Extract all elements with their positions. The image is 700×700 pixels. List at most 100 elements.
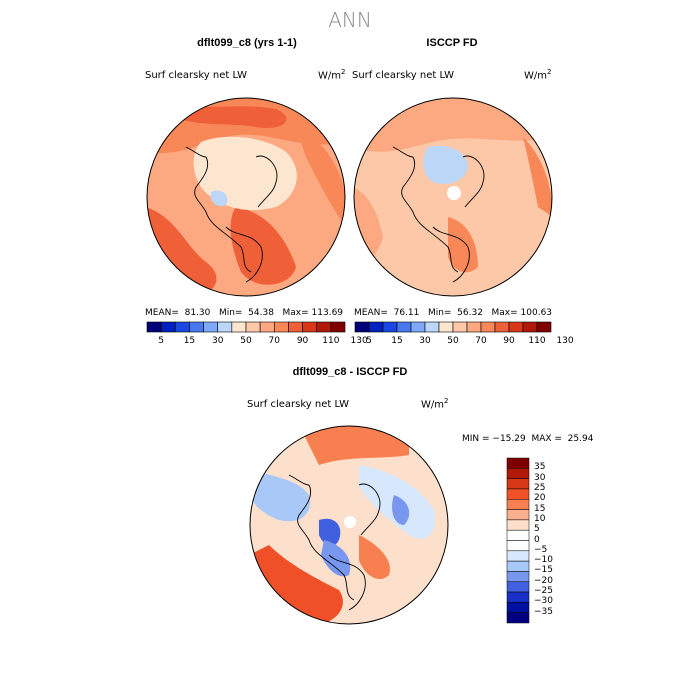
panel1-colorbar-swatch <box>302 321 318 333</box>
panel1-title: dflt099_c8 (yrs 1-1) <box>197 37 297 49</box>
diff-colorbar-label: −35 <box>534 606 553 617</box>
panel1-colorbar-swatch <box>245 321 261 333</box>
panel2-colorbar-swatch <box>452 321 468 333</box>
diff-colorbar-swatch <box>506 488 530 500</box>
diff-colorbar-swatch <box>506 468 530 479</box>
panel2-colorbar-label: 130 <box>556 336 574 346</box>
panel2-colorbar <box>354 321 552 333</box>
panel1-field-band <box>176 102 287 128</box>
diff-colorbar-swatch <box>506 571 530 582</box>
diff-coastlines <box>288 474 381 611</box>
diff-field-band <box>392 495 410 525</box>
panel1-colorbar-swatch <box>217 321 233 333</box>
panel1-colorbar-swatch <box>203 321 219 333</box>
diff-colorbar-swatch <box>506 499 530 510</box>
panel2-colorbar-swatch <box>410 321 426 333</box>
panel2-units-label: W/m2 <box>524 68 552 82</box>
diff-colorbar-swatch <box>506 457 530 469</box>
panel1-colorbar-swatch <box>174 321 190 333</box>
diff-field-band <box>359 535 390 580</box>
panel2-colorbar-swatch <box>368 321 384 333</box>
panel1-colorbar-swatch <box>288 321 303 333</box>
diff-colorbar-label: −20 <box>534 575 553 586</box>
diff-colorbar-swatch <box>506 612 530 624</box>
panel1-coastlines <box>185 146 278 283</box>
panel1-field-band <box>230 207 296 285</box>
diff-stats: MIN = −15.29 MAX = 25.94 <box>462 434 594 444</box>
main-title: ANN <box>328 8 372 32</box>
panel2-colorbar-label: 30 <box>419 336 431 346</box>
panel2-map-border <box>353 97 553 297</box>
diff-colorbar-swatch <box>506 581 530 593</box>
panel2-colorbar-swatch <box>396 321 412 333</box>
panel1-field-band <box>210 190 228 207</box>
panel1-stats: MEAN= 81.30 Min= 54.38 Max= 113.69 <box>145 308 344 318</box>
diff-colorbar-label: −30 <box>534 596 553 607</box>
diff-colorbar-label: 25 <box>534 482 546 493</box>
panel1-colorbar-swatch <box>259 321 275 333</box>
panel2-colorbar-swatch <box>522 321 538 333</box>
panel1-variable-label: Surf clearsky net LW <box>145 70 248 81</box>
panel2-colorbar-label: 90 <box>503 336 515 346</box>
panel1-field-band <box>296 127 345 227</box>
panel2-colorbar-swatch <box>466 321 482 333</box>
panel2-colorbar-labels: 5 15 30 50 70 90 110 130 <box>355 336 573 348</box>
panel2-coastlines <box>392 146 485 283</box>
diff-colorbar-swatch <box>506 540 530 552</box>
diff-colorbar-labels: 35 30 25 20 15 10 5 0 −5 −10 −15 −20 −25 −30 −35 <box>534 458 574 623</box>
panel1-colorbar-swatch <box>189 321 204 333</box>
panel1-colorbar-label: 90 <box>296 336 309 346</box>
diff-colorbar-label: 35 <box>534 462 546 473</box>
diff-polar-map <box>249 425 449 625</box>
panel1-colorbar-swatch <box>273 321 289 333</box>
panel1-colorbar-swatch <box>146 321 162 333</box>
panel1-colorbar-label: 70 <box>268 336 280 346</box>
diff-colorbar <box>506 457 530 624</box>
panel1-colorbar-label: 15 <box>183 336 196 346</box>
diff-variable-label: Surf clearsky net LW <box>247 399 350 410</box>
diff-field-band <box>321 540 351 577</box>
diff-colorbar-swatch <box>506 560 530 572</box>
diff-colorbar-label: 10 <box>534 513 546 524</box>
panel1-colorbar-label: 5 <box>158 336 164 346</box>
diff-colorbar-label: 0 <box>534 534 540 545</box>
diff-colorbar-label: −25 <box>534 586 553 597</box>
panel2-colorbar-label: 15 <box>391 336 403 346</box>
diff-colorbar-label: −10 <box>534 555 553 566</box>
diff-colorbar-swatch <box>506 478 530 490</box>
panel1-colorbar-labels: 5 15 30 50 70 90 110 130 <box>147 336 367 348</box>
diff-colorbar-label: 15 <box>534 503 546 514</box>
panel2-colorbar-swatch <box>354 321 370 333</box>
panel1-colorbar-swatch <box>231 321 247 333</box>
panel2-field-band <box>523 137 552 217</box>
panel2-stats: MEAN= 76.11 Min= 56.32 Max= 100.63 <box>354 308 553 318</box>
panel1-colorbar-label: 50 <box>240 336 252 346</box>
panel1-polar-map <box>146 97 346 297</box>
diff-colorbar-label: 5 <box>534 524 540 535</box>
panel1-units-label: W/m2 <box>318 68 346 82</box>
diff-colorbar-swatch <box>506 550 530 562</box>
panel1-colorbar-swatch <box>160 321 176 333</box>
panel2-colorbar-swatch <box>494 321 510 333</box>
diff-colorbar-label: −15 <box>534 565 553 576</box>
diff-field-band <box>299 426 409 465</box>
diff-colorbar-label: −5 <box>534 544 548 555</box>
panel1-colorbar-swatch <box>330 321 346 333</box>
panel1-colorbar-label: 30 <box>211 336 224 346</box>
panel2-colorbar-swatch <box>508 321 524 333</box>
diff-colorbar-swatch <box>506 509 530 521</box>
panel2-polar-map <box>353 97 553 297</box>
diff-pole-hole <box>344 516 356 528</box>
panel2-title: ISCCP FD <box>426 37 478 49</box>
panel2-colorbar-label: 50 <box>447 336 459 346</box>
panel2-colorbar-swatch <box>480 321 496 333</box>
diff-colorbar-swatch <box>506 591 530 603</box>
panel2-variable-label: Surf clearsky net LW <box>352 70 455 81</box>
diff-field-band <box>319 518 341 547</box>
panel2-pole-hole <box>447 186 461 200</box>
diff-units-label: W/m2 <box>421 397 449 411</box>
panel2-field-band <box>448 217 478 273</box>
panel2-colorbar-swatch <box>438 321 454 333</box>
panel2-colorbar-swatch <box>382 321 398 333</box>
panel2-colorbar-swatch <box>424 321 440 333</box>
